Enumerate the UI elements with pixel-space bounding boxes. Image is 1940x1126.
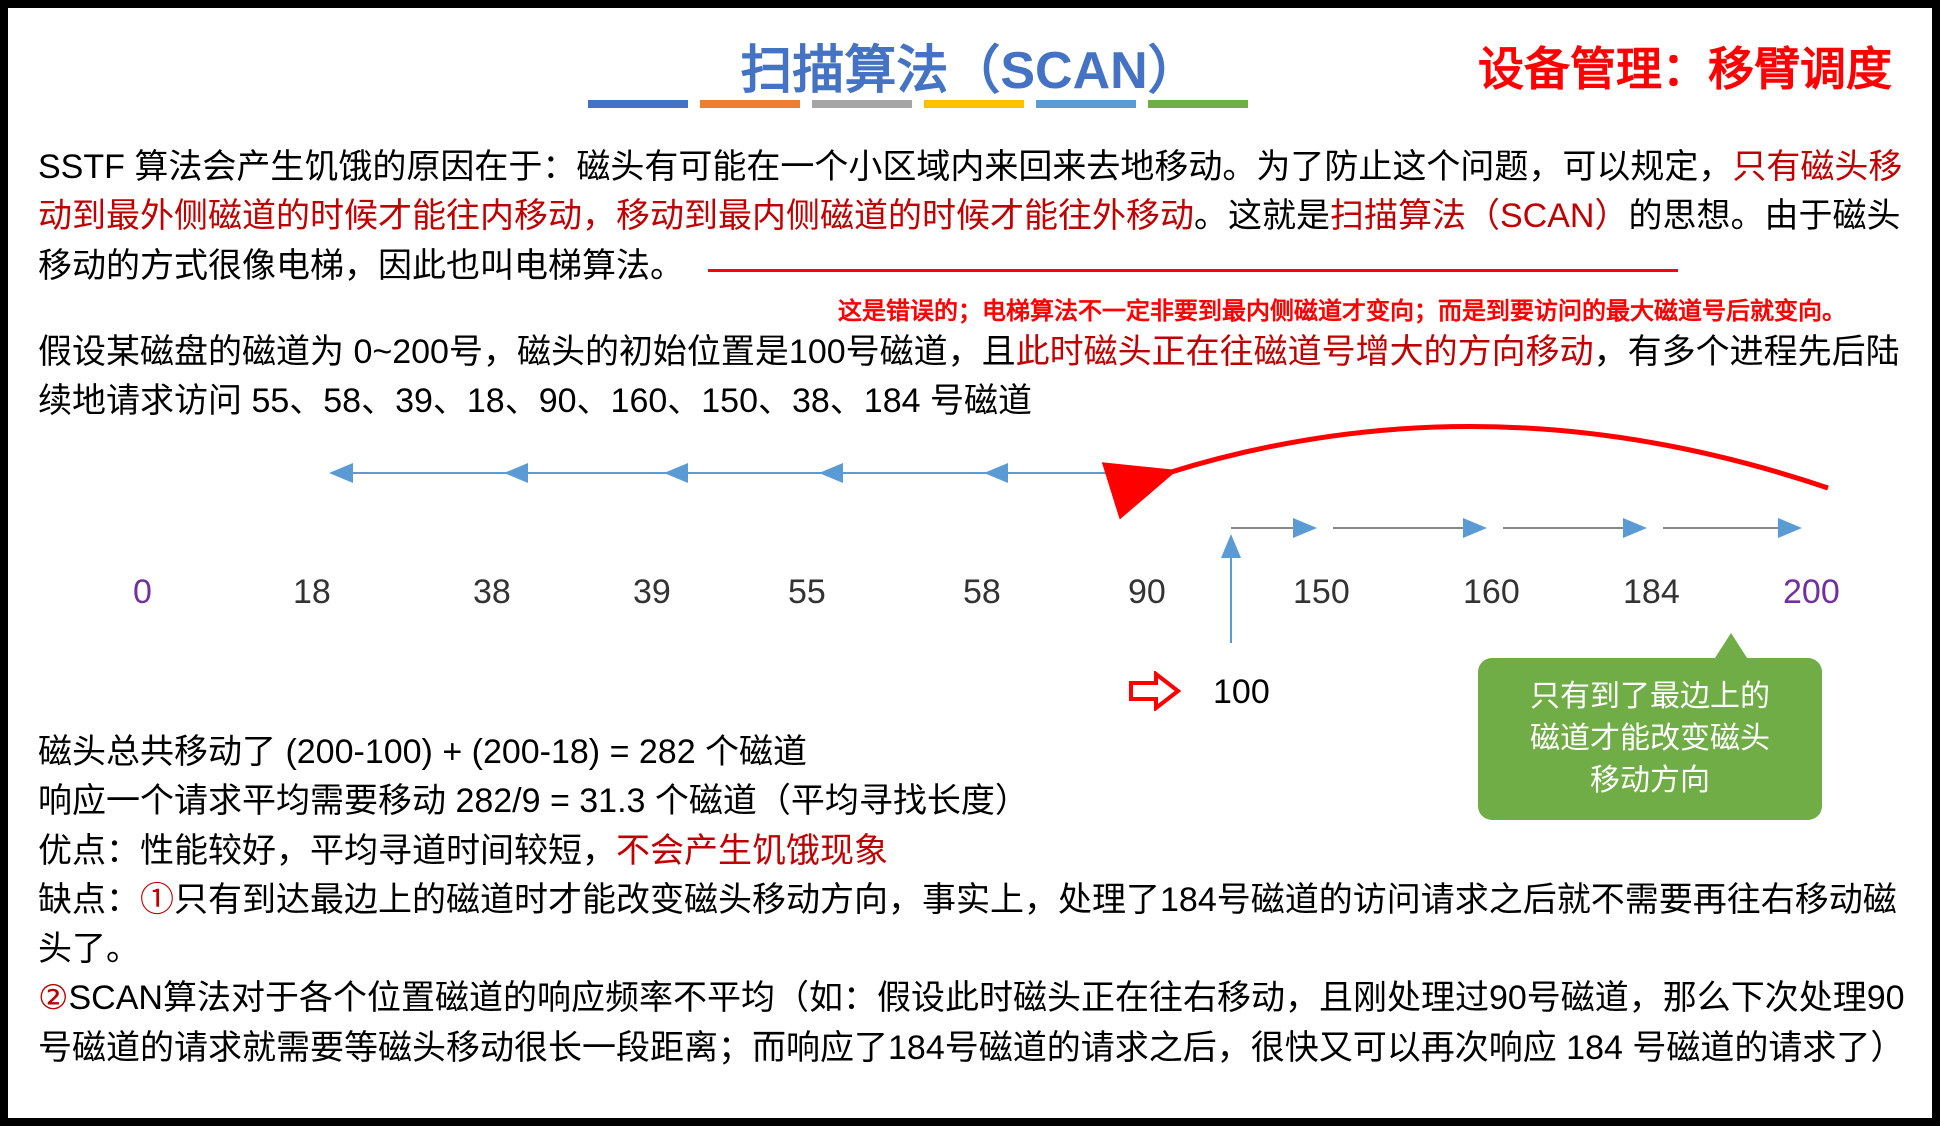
track-label-160: 160: [1463, 573, 1520, 612]
header-annotation: 设备管理：移臂调度: [1478, 33, 1892, 99]
calc-block: 磁头总共移动了 (200-100) + (200-18) = 282 个磁道 响…: [38, 728, 1908, 1073]
callout-tail: [1713, 633, 1749, 661]
p1-text3: 的思想。: [1628, 197, 1764, 235]
bar-1: [588, 100, 688, 108]
paragraph-2: 假设某磁盘的磁道为 0~200号，磁头的初始位置是100号磁道，且此时磁头正在往…: [38, 328, 1908, 427]
track-label-184: 184: [1623, 573, 1680, 612]
strikethrough-line: [708, 269, 1678, 272]
track-label-58: 58: [963, 573, 1001, 612]
p2-text1: 假设某磁盘的磁道为 0~200号，磁头的初始位置是100号磁道，且: [38, 333, 1016, 371]
calc-l5c: ②: [38, 979, 68, 1017]
callout-l1: 只有到了最边上的: [1530, 680, 1770, 713]
calc-l3a: 优点：性能较好，平均寻道时间较短，: [38, 832, 616, 870]
track-label-55: 55: [788, 573, 826, 612]
p1-text1: SSTF 算法会产生饥饿的原因在于：磁头有可能在一个小区域内来回来去地移动。为了…: [38, 148, 1732, 186]
calc-l3r: 不会产生饥饿现象: [616, 832, 888, 870]
calc-l4a: 缺点：: [38, 881, 140, 919]
bar-3: [812, 100, 912, 108]
bar-5: [1036, 100, 1136, 108]
track-label-90: 90: [1128, 573, 1166, 612]
hollow-right-arrow-icon: [1128, 671, 1183, 711]
calc-l2: 响应一个请求平均需要移动 282/9 = 31.3 个磁道（平均寻找长度）: [38, 782, 1029, 820]
track-label-0: 0: [133, 573, 152, 612]
track-label-39: 39: [633, 573, 671, 612]
bar-6: [1148, 100, 1248, 108]
start-position-label: 100: [1213, 673, 1270, 712]
p2-red1: 此时磁头正在往磁道号增大的方向移动: [1016, 333, 1594, 371]
track-label-38: 38: [473, 573, 511, 612]
p1-red2: 扫描算法（SCAN）: [1330, 197, 1628, 235]
calc-l5: SCAN算法对于各个位置磁道的响应频率不平均（如：假设此时磁头正在往右移动，且刚…: [38, 979, 1905, 1066]
bar-2: [700, 100, 800, 108]
correction-annotation: 这是错误的；电梯算法不一定非要到最内侧磁道才变向；而是到要访问的最大磁道号后就变…: [838, 291, 1898, 326]
bar-4: [924, 100, 1024, 108]
calc-l1: 磁头总共移动了 (200-100) + (200-18) = 282 个磁道: [38, 733, 807, 771]
track-label-18: 18: [293, 573, 331, 612]
calc-l4c: ①: [140, 881, 174, 919]
track-label-200: 200: [1783, 573, 1840, 612]
calc-l4b: 只有到达最边上的磁道时才能改变磁头移动方向，事实上，处理了184号磁道的访问请求…: [38, 881, 1897, 968]
title-underline-bars: [588, 100, 1248, 108]
p1-text2: 。这就是: [1194, 197, 1330, 235]
numberline-diagram: 0183839555890150160184200 100: [68, 433, 1868, 683]
track-label-150: 150: [1293, 573, 1350, 612]
